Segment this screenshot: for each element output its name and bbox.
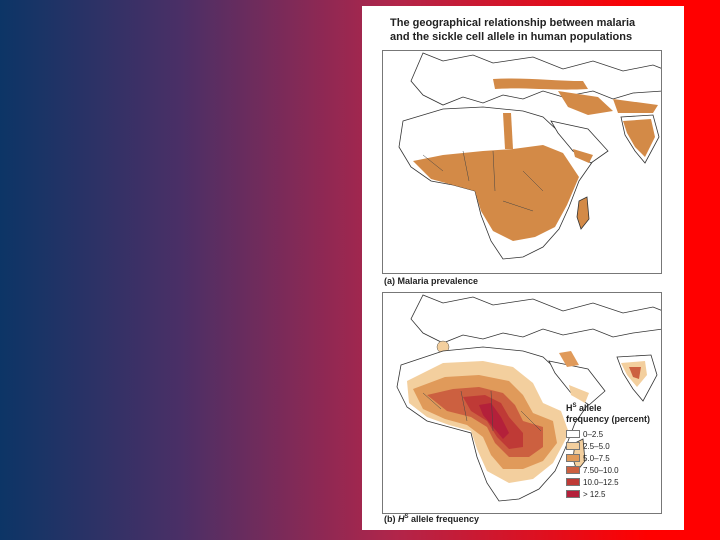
malaria-map-svg [398, 52, 661, 260]
nile-prevalence [503, 113, 513, 149]
country-borders [422, 150, 544, 212]
legend-swatch-2 [566, 454, 580, 462]
arabia-south-frequency [569, 385, 589, 403]
legend-label-4: 10.0–12.5 [583, 477, 619, 487]
arabia-land [550, 120, 609, 164]
legend-swatch-3 [566, 466, 580, 474]
europe-land [410, 294, 661, 344]
panel-b-caption-suffix: allele frequency [408, 514, 480, 524]
band-over-12-5 [479, 403, 509, 439]
legend-row: 10.0–12.5 [566, 476, 660, 488]
middle-east-prevalence [558, 91, 613, 115]
arabia-land [548, 360, 606, 406]
allele-frequency-legend: HS allele frequency (percent) 0–2.5 2.5–… [566, 401, 660, 500]
india-prevalence [623, 119, 655, 157]
legend-label-1: 2.5–5.0 [583, 441, 610, 451]
legend-swatch-0 [566, 430, 580, 438]
panel-b-caption-sup: S [404, 514, 409, 520]
legend-row: > 12.5 [566, 488, 660, 500]
legend-row: 0–2.5 [566, 428, 660, 440]
central-asia-prevalence [613, 99, 658, 113]
legend-swatch-4 [566, 478, 580, 486]
panel-b-caption-h: H [398, 514, 405, 524]
arabia-prevalence [573, 149, 593, 163]
legend-swatch-1 [566, 442, 580, 450]
legend-row: 2.5–5.0 [566, 440, 660, 452]
allele-map-svg [396, 294, 661, 502]
figure-title: The geographical relationship between ma… [390, 17, 636, 43]
figure-card: The geographical relationship between ma… [362, 6, 684, 530]
legend-label-5: > 12.5 [583, 489, 606, 499]
india-core-frequency [629, 367, 641, 379]
legend-label-0: 0–2.5 [583, 429, 604, 439]
panel-a-caption: (a) Malaria prevalence [384, 276, 479, 286]
arabia-frequency [559, 351, 579, 367]
legend-row: 7.50–10.0 [566, 464, 660, 476]
legend-title-line1: allele [576, 403, 602, 413]
legend-label-2: 5.0–7.5 [583, 453, 610, 463]
mediterranean-prevalence [493, 78, 588, 90]
panel-b-caption: (b) HS allele frequency [384, 514, 479, 524]
legend-swatch-5 [566, 490, 580, 498]
allele-frequency-map: HS allele frequency (percent) 0–2.5 2.5–… [382, 292, 662, 514]
legend-title: HS allele frequency (percent) [566, 401, 660, 425]
europe-land [410, 52, 661, 106]
country-borders [422, 390, 542, 432]
legend-row: 5.0–7.5 [566, 452, 660, 464]
legend-title-sup: S [572, 403, 577, 409]
panel-b-caption-prefix: (b) [384, 514, 398, 524]
madagascar-land [576, 196, 590, 230]
africa-prevalence [413, 145, 579, 241]
legend-title-h: H [566, 403, 573, 413]
legend-label-3: 7.50–10.0 [583, 465, 619, 475]
malaria-prevalence-map [382, 50, 662, 274]
legend-title-line2: frequency (percent) [566, 414, 651, 424]
